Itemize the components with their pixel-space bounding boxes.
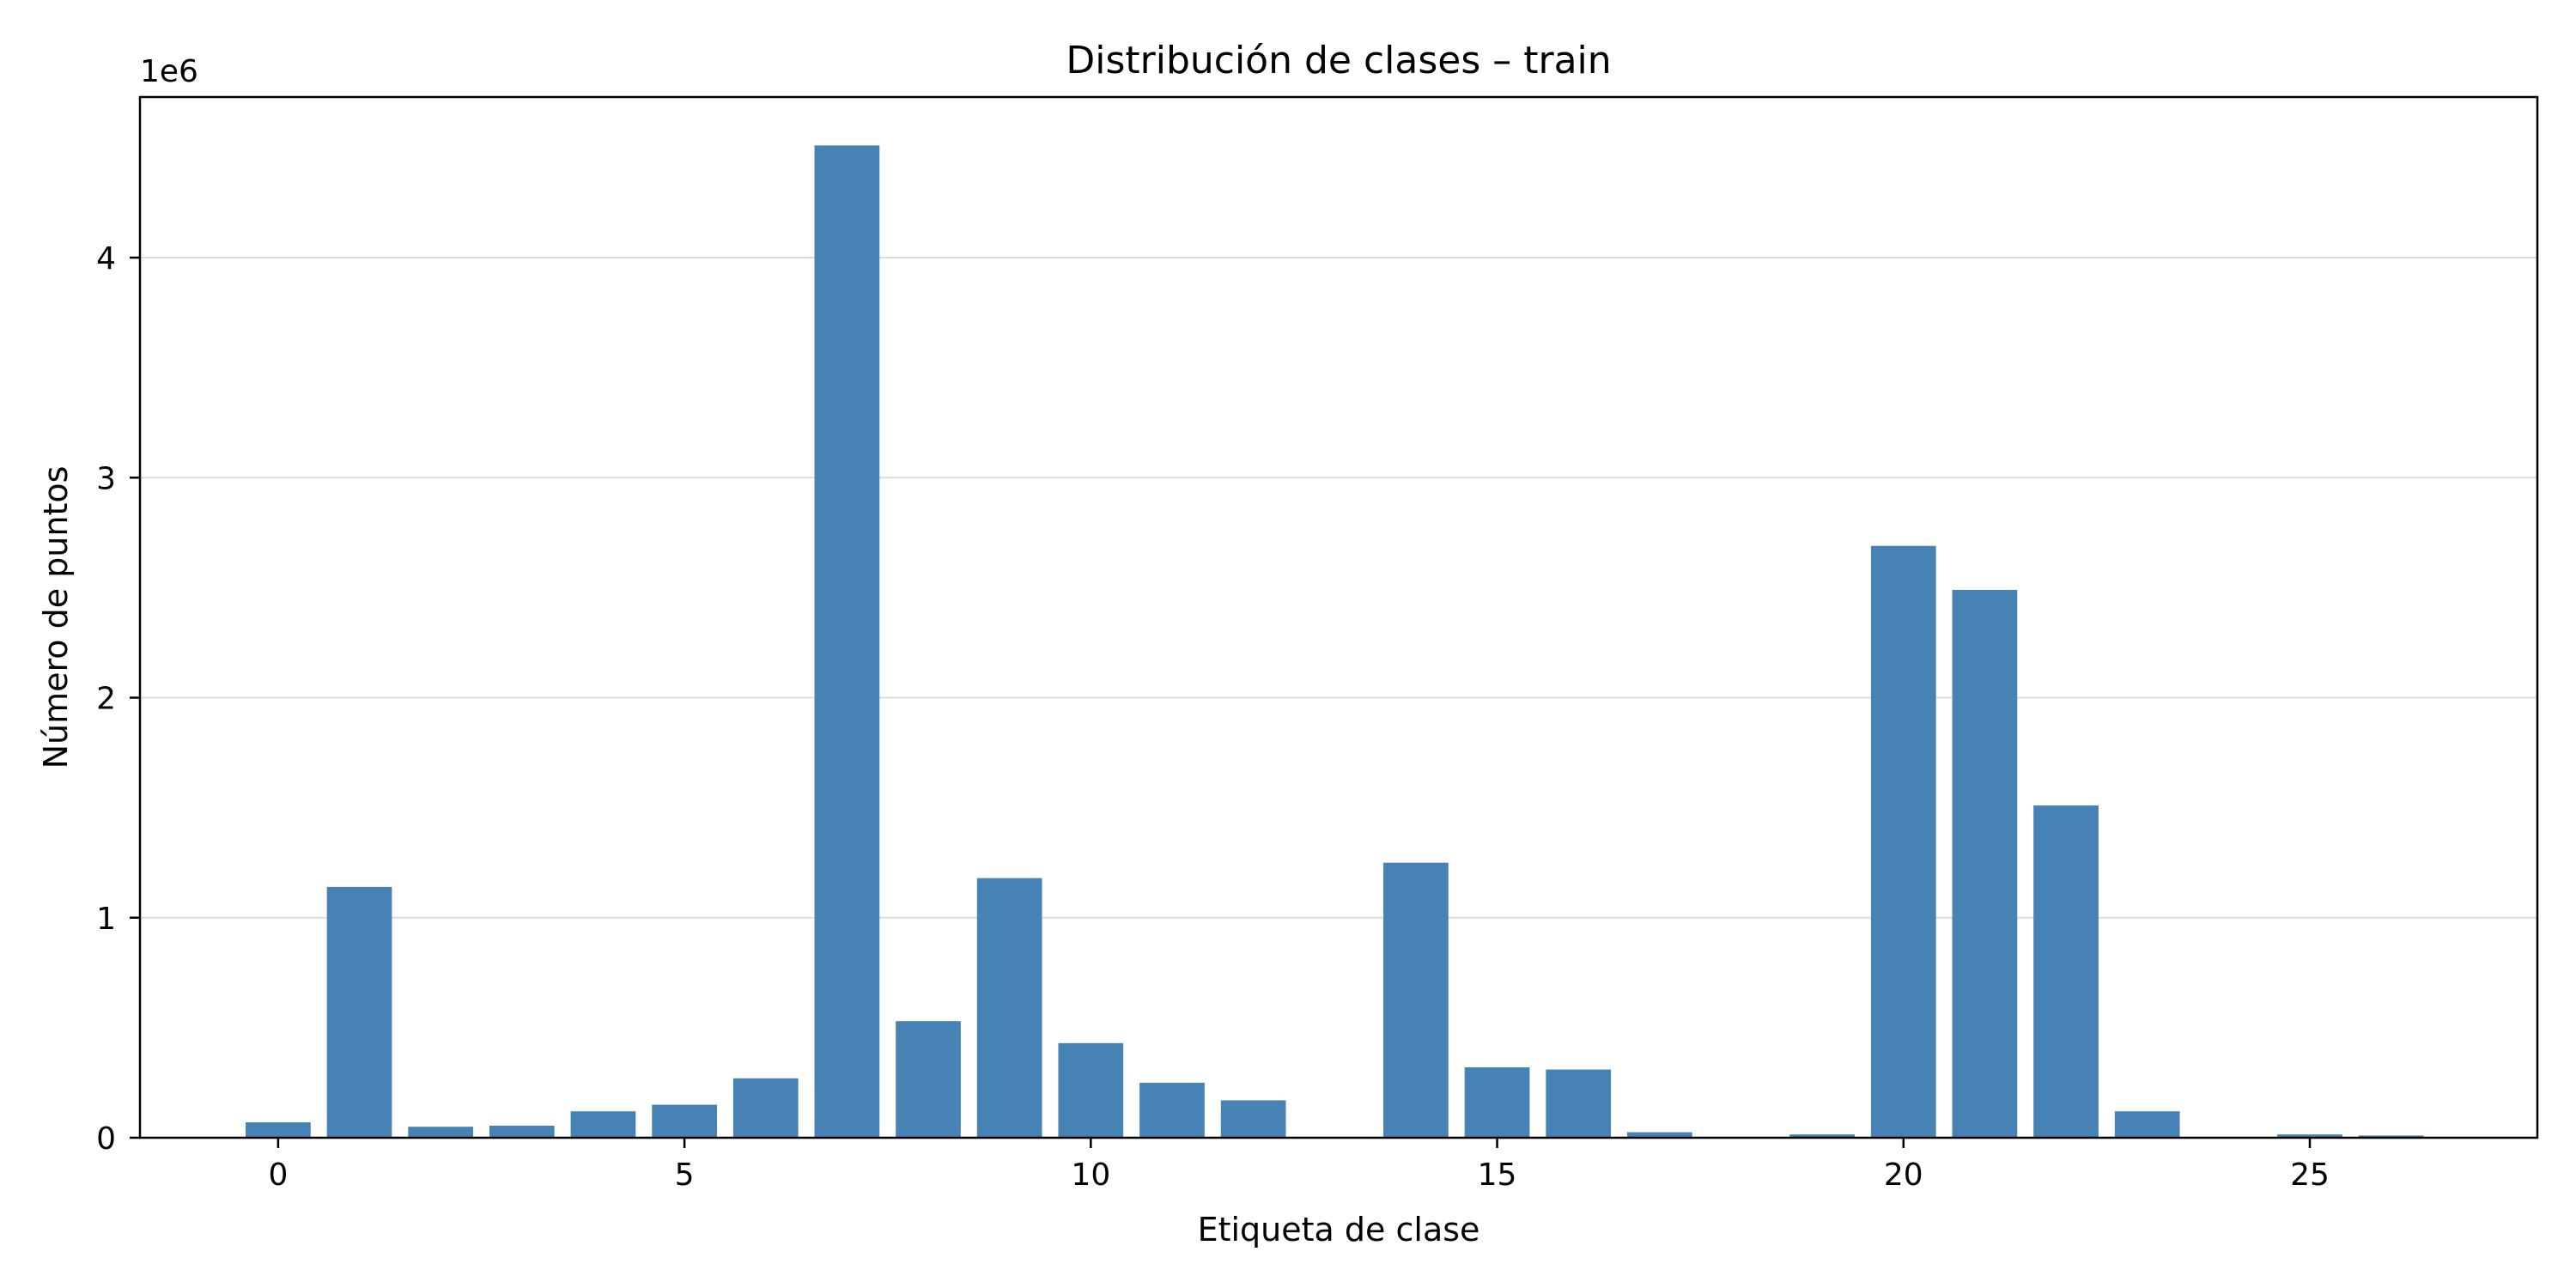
y-tick-label: 4 xyxy=(96,241,116,276)
bar-class-4 xyxy=(570,1111,636,1138)
bar-class-25 xyxy=(2277,1134,2342,1138)
x-tick-label: 25 xyxy=(2290,1157,2330,1193)
grid-lines xyxy=(140,257,2537,919)
y-axis-label: Número de puntos xyxy=(37,466,75,769)
bar-class-10 xyxy=(1058,1042,1124,1138)
bar-class-16 xyxy=(1546,1069,1612,1138)
bar-class-0 xyxy=(246,1122,311,1138)
x-axis-ticks: 0 5 10 15 20 25 xyxy=(268,1138,2330,1193)
bar-class-3 xyxy=(489,1125,555,1138)
bars xyxy=(246,145,2424,1139)
bar-class-15 xyxy=(1464,1067,1530,1138)
bar-class-21 xyxy=(1952,589,2018,1138)
bar-class-26 xyxy=(2358,1135,2424,1138)
y-tick-label: 0 xyxy=(96,1121,116,1157)
x-tick-label: 15 xyxy=(1478,1157,1517,1193)
x-axis-label: Etiqueta de clase xyxy=(1198,1211,1480,1249)
plot-frame xyxy=(138,95,2539,1139)
x-tick-label: 20 xyxy=(1884,1157,1923,1193)
bar-class-6 xyxy=(732,1078,799,1138)
y-axis-ticks: 0 1 2 3 4 xyxy=(96,241,140,1157)
bar-class-11 xyxy=(1139,1082,1205,1138)
bar-class-9 xyxy=(976,878,1042,1138)
bar-class-22 xyxy=(2033,805,2099,1138)
bar-class-17 xyxy=(1626,1132,1692,1138)
bar-class-2 xyxy=(408,1127,474,1138)
bar-class-8 xyxy=(896,1021,961,1138)
y-tick-label: 2 xyxy=(96,682,116,717)
bar-class-20 xyxy=(1870,545,1936,1138)
bar-class-23 xyxy=(2114,1111,2180,1138)
bar-class-12 xyxy=(1220,1100,1286,1138)
bar-class-19 xyxy=(1789,1134,1855,1138)
x-tick-label: 5 xyxy=(675,1157,695,1193)
y-tick-label: 3 xyxy=(96,461,116,496)
x-tick-label: 10 xyxy=(1071,1157,1110,1193)
y-tick-label: 1 xyxy=(96,902,116,937)
bar-class-14 xyxy=(1383,862,1449,1138)
y-axis-offset-text: 1e6 xyxy=(140,54,198,89)
chart-title: Distribución de clases – train xyxy=(1066,39,1611,82)
bar-class-1 xyxy=(326,886,392,1138)
bar-class-5 xyxy=(652,1104,717,1138)
bar-class-7 xyxy=(814,145,880,1139)
x-tick-label: 0 xyxy=(268,1157,288,1193)
